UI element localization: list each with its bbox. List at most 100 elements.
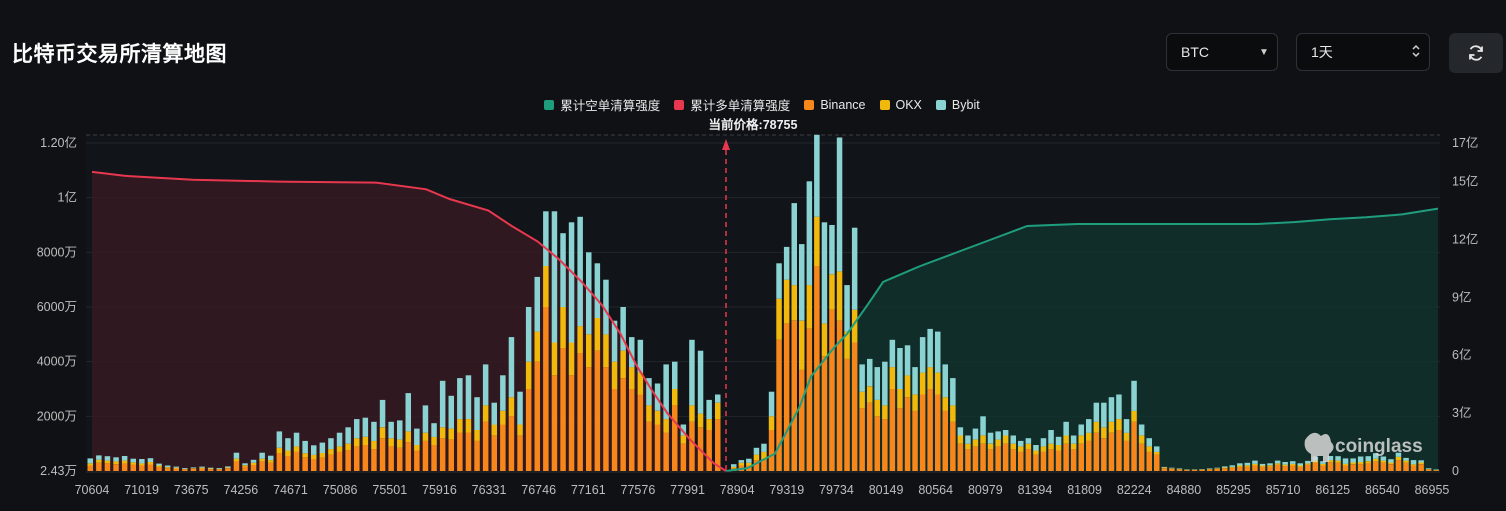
right-bar-42[interactable] — [1048, 430, 1054, 471]
right-bar-32[interactable] — [972, 428, 979, 471]
left-bar-19[interactable] — [250, 459, 257, 471]
right-bar-63[interactable] — [1206, 468, 1213, 471]
left-bar-30[interactable] — [345, 427, 351, 471]
right-bar-60[interactable] — [1184, 469, 1190, 471]
right-bar-68[interactable] — [1244, 462, 1251, 471]
left-bar-22[interactable] — [276, 431, 283, 471]
left-bar-55[interactable] — [560, 233, 566, 471]
right-bar-91[interactable] — [1418, 460, 1424, 471]
left-bar-3[interactable] — [113, 457, 119, 471]
left-bar-6[interactable] — [139, 459, 145, 471]
legend-item-okx[interactable]: OKX — [879, 95, 922, 114]
right-bar-17[interactable] — [859, 364, 865, 471]
left-bar-4[interactable] — [121, 456, 128, 471]
left-bar-38[interactable] — [414, 428, 420, 471]
right-bar-46[interactable] — [1078, 424, 1085, 472]
right-bar-54[interactable] — [1138, 424, 1145, 472]
right-bar-9[interactable] — [799, 244, 805, 471]
left-bar-2[interactable] — [104, 456, 111, 471]
left-bar-52[interactable] — [534, 276, 541, 471]
left-bar-32[interactable] — [362, 417, 369, 471]
right-bar-8[interactable] — [791, 203, 798, 471]
right-bar-41[interactable] — [1040, 438, 1047, 471]
right-bar-28[interactable] — [942, 364, 949, 471]
right-bar-61[interactable] — [1191, 469, 1198, 471]
right-bar-86[interactable] — [1380, 456, 1387, 472]
left-bar-45[interactable] — [474, 397, 480, 471]
right-bar-10[interactable] — [806, 181, 813, 471]
left-bar-51[interactable] — [525, 307, 532, 471]
left-bar-56[interactable] — [568, 222, 575, 471]
right-bar-80[interactable] — [1335, 456, 1341, 471]
legend-item-binance[interactable]: Binance — [804, 95, 866, 114]
right-bar-29[interactable] — [950, 378, 956, 471]
right-bar-53[interactable] — [1131, 380, 1137, 471]
right-bar-69[interactable] — [1252, 460, 1258, 471]
left-bar-39[interactable] — [422, 405, 429, 471]
right-bar-79[interactable] — [1327, 456, 1334, 471]
right-bar-84[interactable] — [1365, 456, 1372, 471]
left-bar-46[interactable] — [482, 364, 489, 471]
left-bar-14[interactable] — [207, 467, 214, 471]
left-bar-0[interactable] — [87, 458, 94, 471]
legend-item-short-cumulative[interactable]: 累计空单清算强度 — [544, 95, 660, 114]
right-bar-64[interactable] — [1214, 467, 1220, 471]
left-bar-29[interactable] — [336, 432, 343, 471]
right-bar-51[interactable] — [1116, 394, 1122, 472]
left-bar-65[interactable] — [646, 378, 652, 471]
left-bar-44[interactable] — [465, 375, 472, 471]
left-bar-37[interactable] — [405, 393, 412, 471]
right-bar-75[interactable] — [1297, 463, 1304, 471]
left-bar-34[interactable] — [379, 399, 386, 471]
right-bar-48[interactable] — [1093, 402, 1100, 471]
left-bar-69[interactable] — [680, 424, 687, 472]
left-bar-18[interactable] — [242, 463, 248, 471]
right-bar-25[interactable] — [919, 337, 926, 471]
right-bar-4[interactable] — [761, 443, 767, 471]
right-bar-30[interactable] — [957, 427, 964, 471]
left-bar-28[interactable] — [328, 438, 334, 471]
right-bar-56[interactable] — [1154, 446, 1160, 471]
right-bar-52[interactable] — [1123, 419, 1130, 471]
right-bar-90[interactable] — [1410, 460, 1417, 471]
symbol-select[interactable]: BTC ▼ — [1166, 33, 1278, 71]
left-bar-11[interactable] — [182, 468, 188, 471]
left-bar-17[interactable] — [233, 452, 240, 471]
legend-item-long-cumulative[interactable]: 累计多单清算强度 — [674, 95, 790, 114]
period-select[interactable]: 1天 — [1296, 33, 1430, 71]
right-bar-44[interactable] — [1063, 421, 1069, 471]
left-bar-49[interactable] — [508, 337, 515, 471]
right-bar-89[interactable] — [1403, 457, 1409, 471]
left-bar-7[interactable] — [147, 458, 154, 471]
left-bar-61[interactable] — [611, 320, 618, 471]
right-bar-58[interactable] — [1169, 467, 1175, 471]
right-bar-19[interactable] — [874, 367, 881, 471]
left-bar-24[interactable] — [293, 432, 300, 471]
right-bar-31[interactable] — [965, 435, 971, 472]
right-bar-81[interactable] — [1342, 458, 1349, 471]
legend-item-bybit[interactable]: Bybit — [935, 95, 980, 114]
right-bar-50[interactable] — [1108, 397, 1115, 471]
left-bar-62[interactable] — [620, 307, 626, 471]
left-bar-48[interactable] — [500, 375, 506, 471]
left-bar-15[interactable] — [216, 468, 223, 471]
right-bar-49[interactable] — [1101, 402, 1107, 471]
right-bar-74[interactable] — [1290, 461, 1296, 471]
right-bar-40[interactable] — [1033, 445, 1039, 471]
left-bar-57[interactable] — [577, 216, 583, 471]
right-bar-43[interactable] — [1055, 436, 1062, 471]
left-bar-20[interactable] — [259, 452, 265, 471]
right-bar-76[interactable] — [1305, 460, 1311, 471]
left-bar-70[interactable] — [689, 339, 695, 471]
right-bar-13[interactable] — [829, 225, 835, 471]
right-bar-55[interactable] — [1146, 438, 1153, 471]
right-bar-83[interactable] — [1357, 456, 1364, 472]
right-bar-5[interactable] — [768, 391, 775, 471]
right-bar-47[interactable] — [1086, 419, 1092, 471]
right-bar-62[interactable] — [1199, 469, 1205, 471]
left-bar-59[interactable] — [594, 263, 601, 471]
left-bar-58[interactable] — [586, 252, 592, 471]
right-bar-36[interactable] — [1002, 430, 1009, 471]
left-bar-53[interactable] — [543, 211, 549, 471]
left-bar-33[interactable] — [371, 421, 377, 471]
